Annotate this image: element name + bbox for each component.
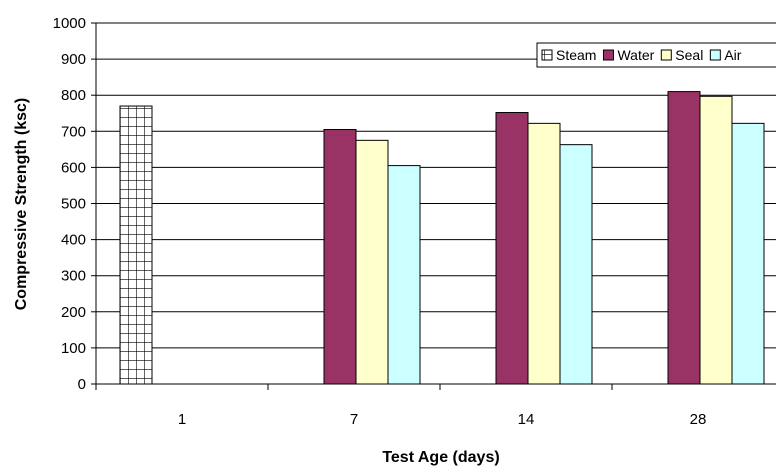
legend: Steam Water Seal Air [536,42,776,68]
legend-label: Steam [556,47,596,63]
legend-swatch-water [602,49,614,61]
y-tick-label: 1000 [53,15,86,32]
axes [91,22,776,390]
y-tick-label: 300 [61,268,86,285]
y-axis-title: Compressive Strength (ksc) [13,98,30,311]
x-axis-title: Test Age (days) [382,449,499,466]
legend-label: Air [724,47,741,63]
x-tick-label: 7 [350,411,358,428]
bar-seal [355,139,389,385]
legend-label: Seal [675,47,703,63]
bar-water [495,112,529,385]
legend-swatch-steam [541,49,553,61]
bar-steam [119,105,153,385]
legend-swatch-air [709,49,721,61]
bar-air [559,144,593,385]
y-tick-label: 100 [61,340,86,357]
y-tick-label: 800 [61,87,86,104]
y-tick-label: 700 [61,123,86,140]
y-tick-label: 400 [61,232,86,249]
y-tick-label: 0 [78,376,86,393]
x-tick-label: 1 [178,411,186,428]
bar-seal [527,122,561,385]
bar-air [731,122,765,385]
bar-air [387,165,421,385]
bar-water [667,91,701,385]
y-tick-label: 500 [61,196,86,213]
x-tick-label: 28 [690,411,707,428]
gridlines [96,22,776,349]
bar-seal [699,95,733,385]
y-tick-label: 900 [61,51,86,68]
legend-swatch-seal [660,49,672,61]
bar-water [323,128,357,385]
y-tick-label: 600 [61,159,86,176]
legend-label: Water [617,47,654,63]
y-tick-label: 200 [61,304,86,321]
tick-labels: 0 100 200 300 400 500 600 700 800 900 1000 1 7 14 28 [53,15,707,428]
x-tick-label: 14 [518,411,535,428]
bars [119,91,765,385]
legend-box [536,42,776,68]
